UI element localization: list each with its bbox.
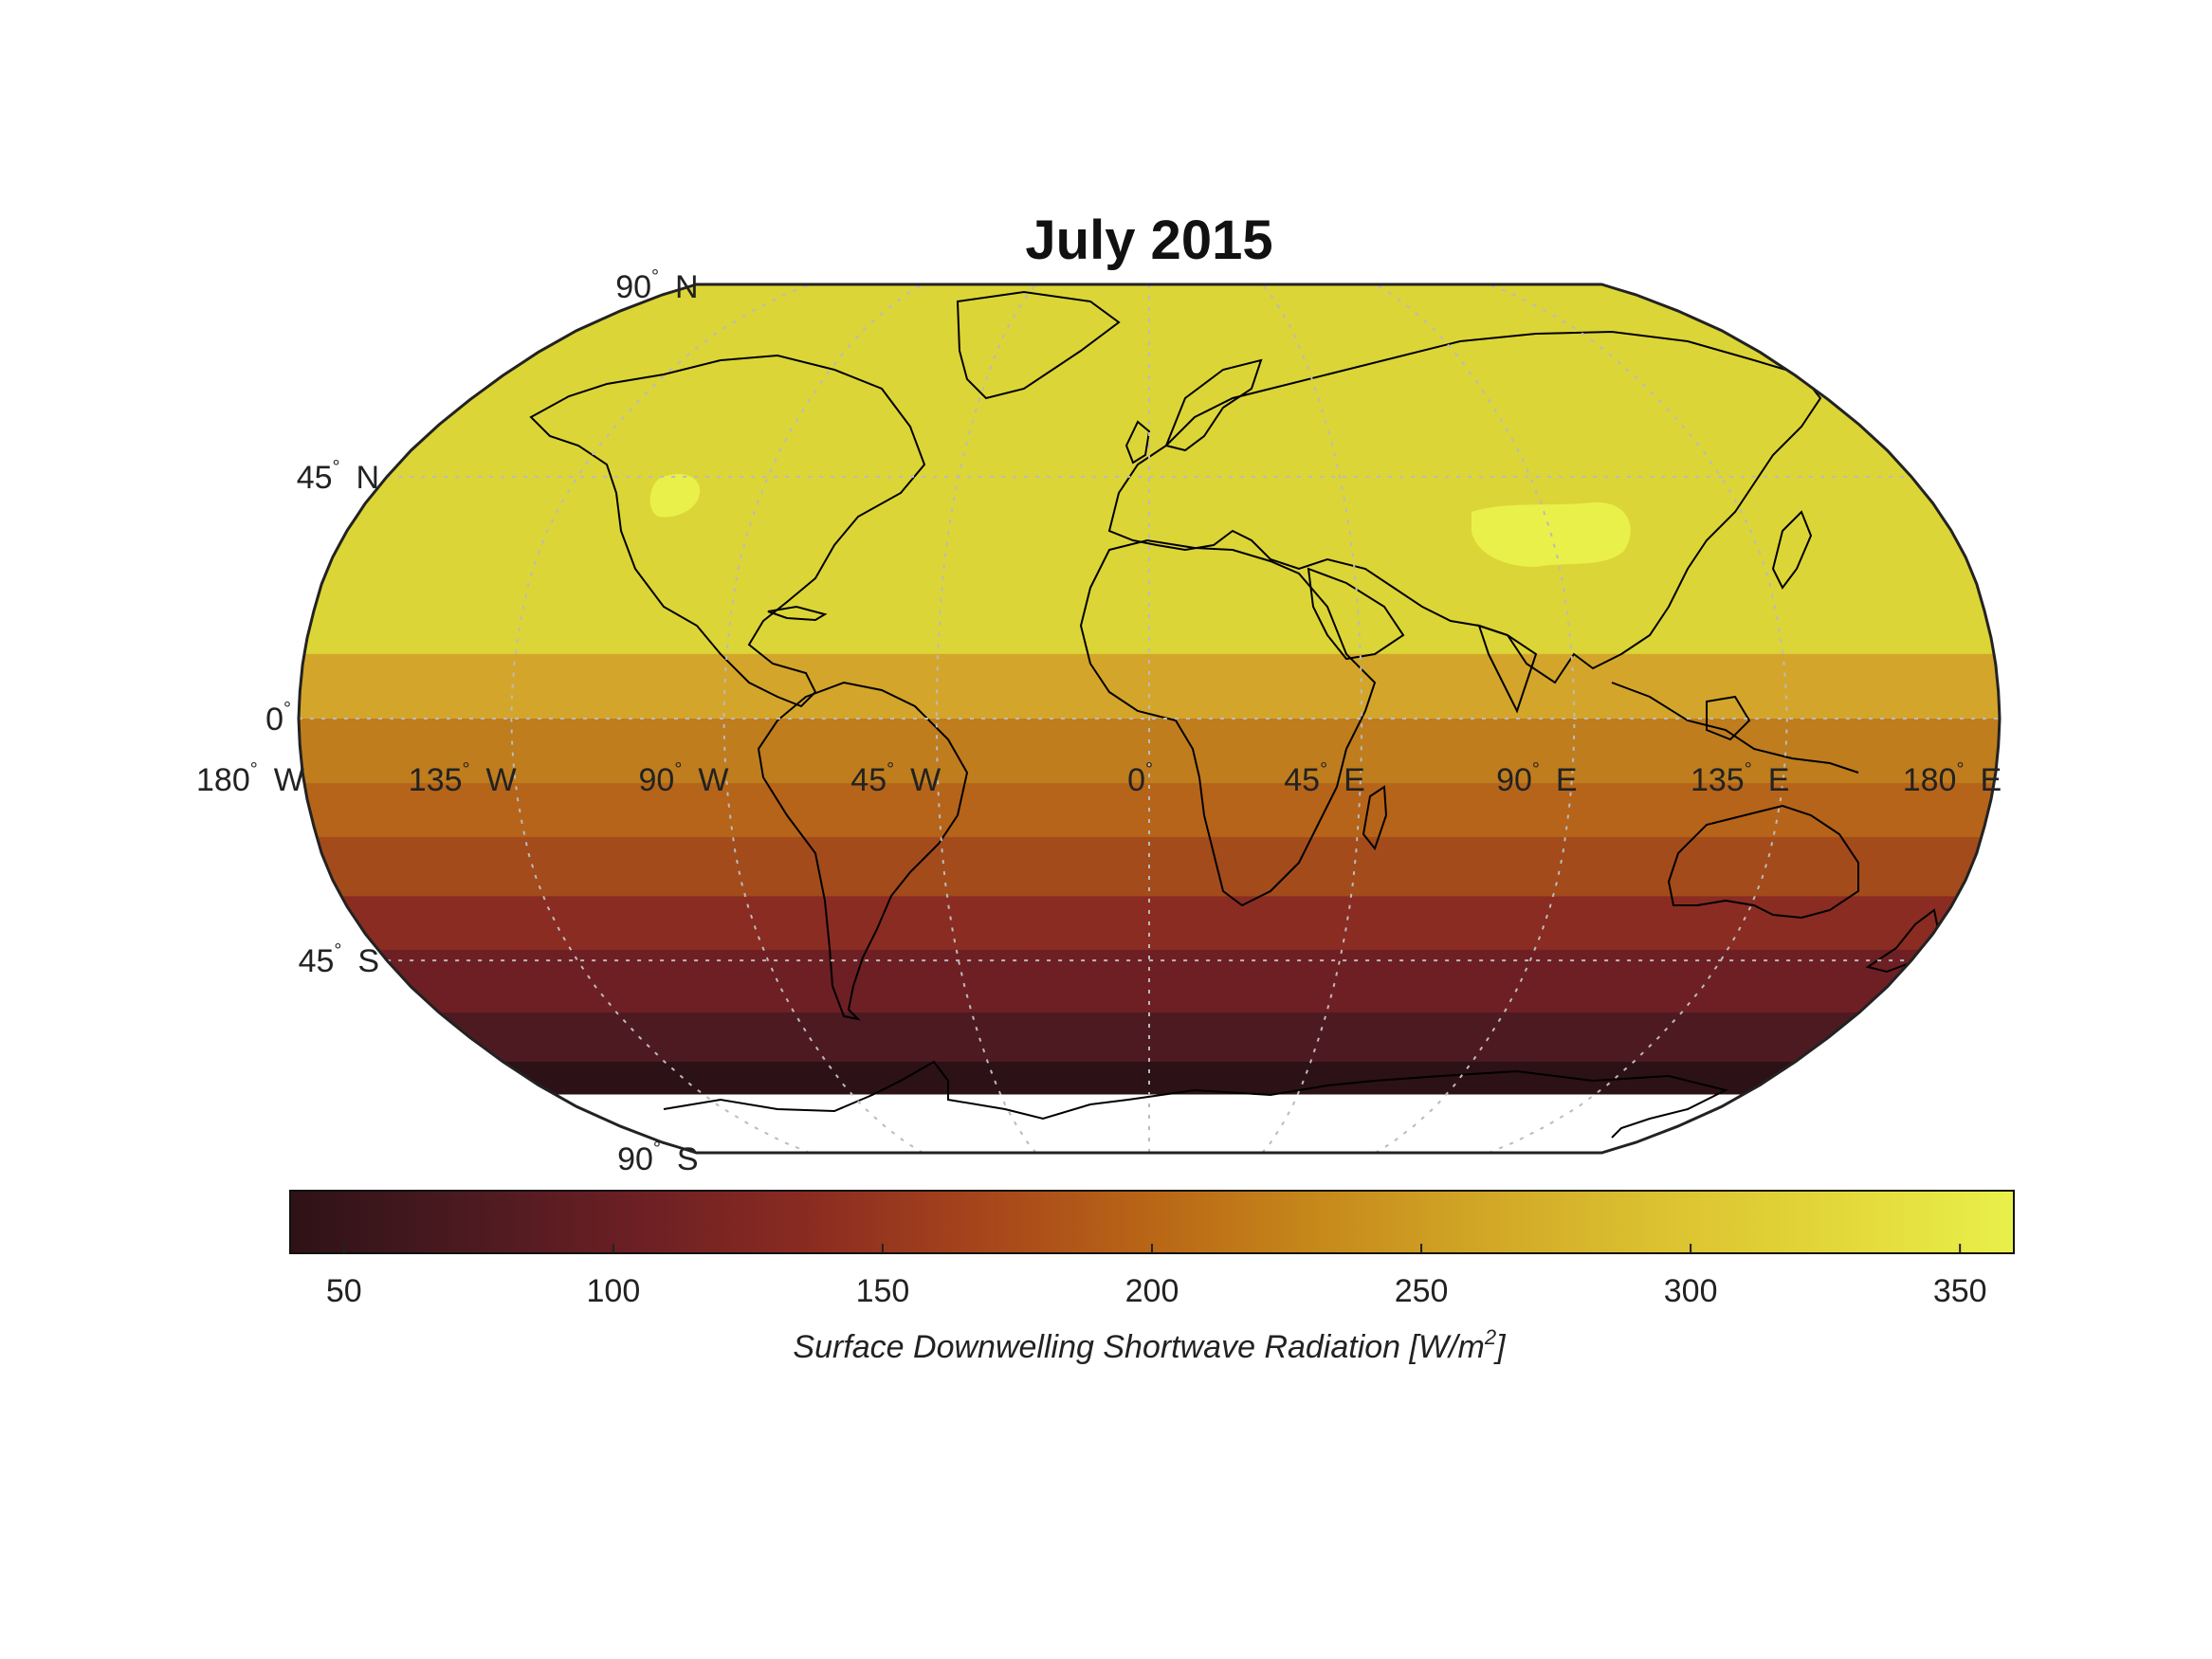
coast-antarctica	[663, 1060, 1728, 1139]
latitude-label: 0°	[265, 699, 291, 738]
radiation-band-6	[299, 896, 2000, 951]
colorbar-label-main: Surface Downwelling Shortwave Radiation …	[793, 1329, 1484, 1365]
colorbar-gradient	[289, 1190, 2015, 1254]
meridian-line	[1261, 283, 1363, 1154]
longitude-label: 135° W	[409, 759, 517, 798]
colorbar-tick-label: 200	[1125, 1273, 1179, 1309]
hotspot-western-north-america	[649, 474, 701, 518]
colorbar-label-superscript: 2	[1484, 1325, 1496, 1349]
coast-madagascar	[1362, 785, 1388, 851]
latitude-label: 45° S	[299, 940, 380, 979]
colorbar-label-end: ]	[1493, 1329, 1507, 1365]
meridian-line	[510, 283, 811, 1154]
radiation-band-7	[299, 949, 2000, 1014]
coast-british-isles	[1124, 420, 1151, 465]
latitude-label: 45° N	[297, 457, 379, 496]
radiation-band-9	[299, 1061, 2000, 1095]
longitude-label: 90° E	[1496, 759, 1578, 798]
coast-south-america	[757, 681, 969, 1021]
longitude-label: 90° W	[638, 759, 728, 798]
longitude-labels: 180° W 135° W 90° W 45° W 0° 45° E 90° E 135° E…	[196, 759, 2002, 798]
coast-greenland	[956, 290, 1121, 400]
coastlines	[529, 290, 1941, 1139]
colorbar-tick-label: 250	[1395, 1273, 1449, 1309]
meridian-line	[1488, 283, 1788, 1154]
coast-africa	[1079, 538, 1377, 907]
graticule	[299, 283, 2000, 1154]
coast-india	[1477, 624, 1538, 714]
map-body	[299, 284, 2000, 1153]
colorbar-tick-label: 100	[587, 1273, 641, 1309]
coast-japan	[1771, 510, 1813, 590]
latitude-label: 90° S	[617, 1139, 699, 1177]
map-title: July 2015	[1025, 210, 1272, 271]
colorbar-tick-label: 50	[326, 1273, 362, 1309]
colorbar-tick-label: 350	[1933, 1273, 1987, 1309]
meridian-line	[722, 283, 923, 1154]
colorbar-tick-label: 300	[1664, 1273, 1718, 1309]
colorbar: 50 100 150 200 250 300 350 Surface Downwelling…	[289, 1190, 2015, 1365]
coast-australia	[1667, 804, 1859, 920]
coast-arabia	[1307, 567, 1405, 661]
radiation-band-8	[299, 1012, 2000, 1063]
longitude-label: 45° W	[850, 759, 941, 798]
map-frame	[297, 283, 2002, 1155]
meridian-line	[935, 283, 1037, 1154]
coast-borneo	[1706, 695, 1751, 741]
longitude-label: 135° E	[1691, 759, 1789, 798]
radiation-band-2	[299, 653, 2000, 720]
longitude-label: 180° W	[196, 759, 304, 798]
meridian-line	[1375, 283, 1576, 1154]
coast-southeast-asia-islands	[1611, 682, 1859, 774]
latitude-labels: 90° N 45° N 0° 45° S 90° S	[265, 266, 699, 1177]
coast-north-america	[529, 354, 926, 708]
colorbar-label: Surface Downwelling Shortwave Radiation …	[793, 1325, 1507, 1365]
coast-eurasia	[1107, 330, 1822, 684]
radiation-bands	[299, 284, 2000, 1095]
longitude-label: 45° E	[1284, 759, 1365, 798]
longitude-label: 180° E	[1903, 759, 2002, 798]
radiation-band-1	[299, 284, 2000, 655]
coast-scandinavia	[1164, 358, 1263, 452]
latitude-label: 90° N	[615, 266, 698, 305]
colorbar-ticks: 50 100 150 200 250 300 350	[326, 1244, 1987, 1309]
longitude-label: 0°	[1127, 759, 1153, 798]
colorbar-tick-label: 150	[856, 1273, 910, 1309]
coast-cuba	[767, 605, 828, 622]
